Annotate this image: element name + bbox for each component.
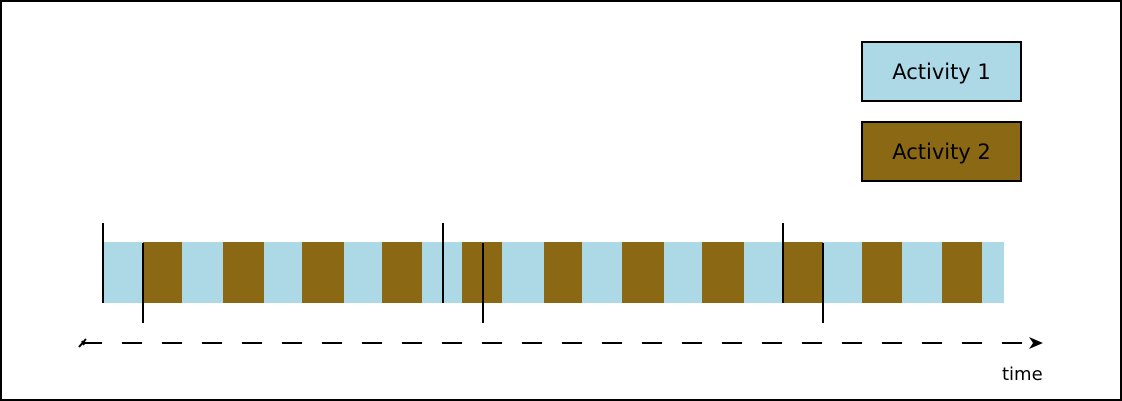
legend-activity-1: Activity 1 xyxy=(861,41,1022,102)
activity-2-segments xyxy=(143,242,982,303)
legend-activity-2: Activity 2 xyxy=(861,121,1022,182)
legend-activity-1-label: Activity 1 xyxy=(892,59,991,84)
activity-2-segment xyxy=(862,242,902,303)
activity-2-segment xyxy=(382,242,422,303)
activity-2-segment xyxy=(942,242,982,303)
activity-2-segment xyxy=(782,242,823,303)
activity-2-segment xyxy=(143,242,182,303)
activity-2-segment xyxy=(223,242,264,303)
legend-activity-2-label: Activity 2 xyxy=(892,139,991,164)
tall-markers xyxy=(102,223,784,303)
time-axis-start-tick-icon xyxy=(78,338,87,348)
time-axis-label: time xyxy=(1002,364,1043,385)
time-axis xyxy=(78,337,1043,349)
activity-2-segment xyxy=(302,242,344,303)
short-markers xyxy=(142,243,824,323)
activity-2-segment xyxy=(544,242,582,303)
activity-2-segment xyxy=(702,242,744,303)
activity-2-segment xyxy=(622,242,664,303)
